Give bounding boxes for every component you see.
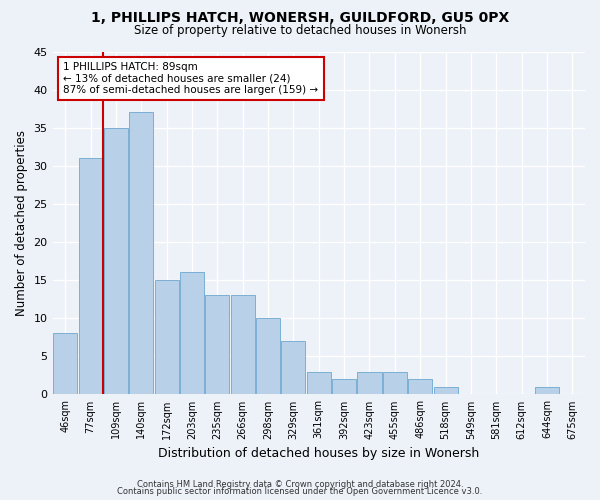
Text: 1, PHILLIPS HATCH, WONERSH, GUILDFORD, GU5 0PX: 1, PHILLIPS HATCH, WONERSH, GUILDFORD, G…	[91, 11, 509, 25]
Bar	[79, 158, 103, 394]
Bar	[256, 318, 280, 394]
Bar	[104, 128, 128, 394]
Text: Size of property relative to detached houses in Wonersh: Size of property relative to detached ho…	[134, 24, 466, 37]
Bar	[408, 379, 432, 394]
Bar	[230, 296, 255, 394]
Bar	[205, 296, 229, 394]
Bar	[332, 379, 356, 394]
Text: 1 PHILLIPS HATCH: 89sqm
← 13% of detached houses are smaller (24)
87% of semi-de: 1 PHILLIPS HATCH: 89sqm ← 13% of detache…	[63, 62, 319, 95]
Bar	[180, 272, 204, 394]
Text: Contains HM Land Registry data © Crown copyright and database right 2024.: Contains HM Land Registry data © Crown c…	[137, 480, 463, 489]
Bar	[53, 334, 77, 394]
Text: Contains public sector information licensed under the Open Government Licence v3: Contains public sector information licen…	[118, 488, 482, 496]
Bar	[129, 112, 154, 394]
Bar	[434, 387, 458, 394]
Bar	[281, 341, 305, 394]
Bar	[383, 372, 407, 394]
Bar	[358, 372, 382, 394]
X-axis label: Distribution of detached houses by size in Wonersh: Distribution of detached houses by size …	[158, 447, 479, 460]
Bar	[535, 387, 559, 394]
Bar	[155, 280, 179, 394]
Y-axis label: Number of detached properties: Number of detached properties	[15, 130, 28, 316]
Bar	[307, 372, 331, 394]
